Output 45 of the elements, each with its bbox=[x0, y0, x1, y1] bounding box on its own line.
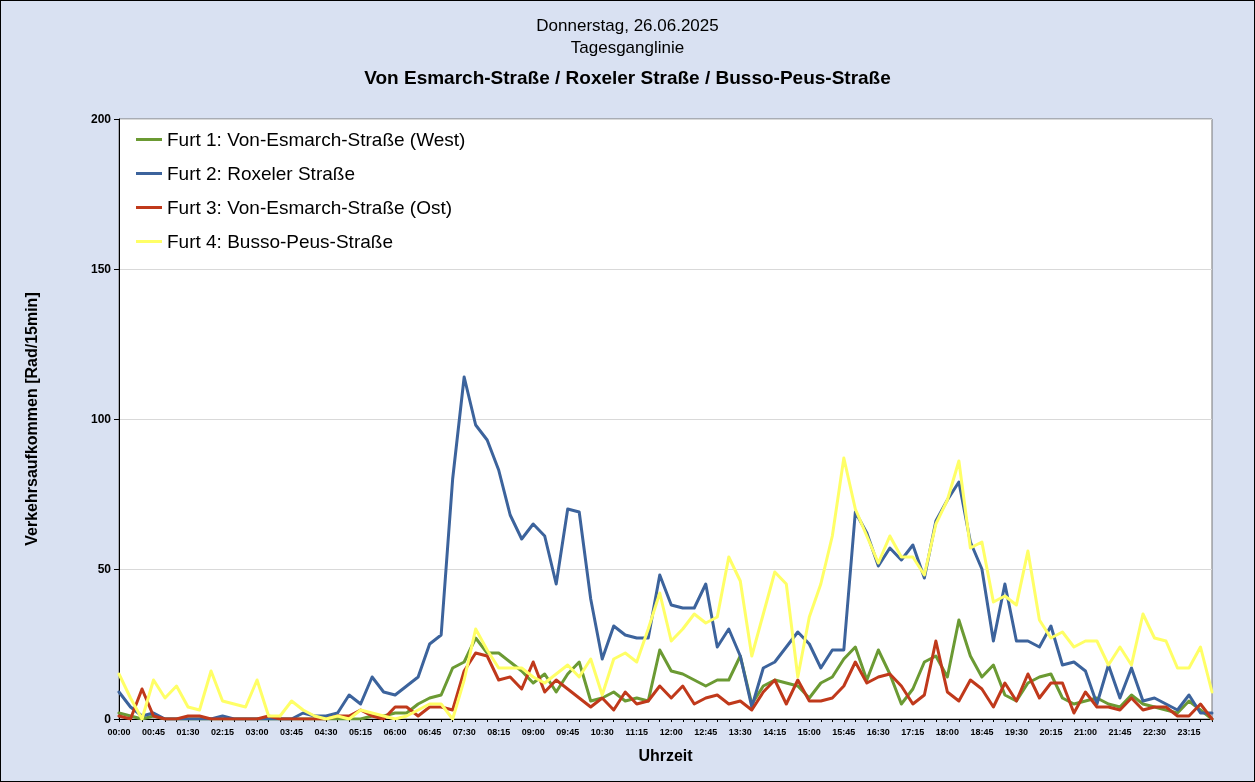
x-axis-title: Uhrzeit bbox=[638, 746, 694, 764]
x-tick-label: 16:30 bbox=[866, 726, 890, 737]
x-tick-label: 23:15 bbox=[1177, 726, 1201, 737]
x-tick-label: 00:00 bbox=[107, 726, 131, 737]
chart-title: Von Esmarch-Straße / Roxeler Straße / Busso-Peus-Straße bbox=[364, 67, 891, 88]
x-tick-label: 12:45 bbox=[694, 726, 718, 737]
x-tick-label: 09:00 bbox=[521, 726, 545, 737]
x-tick-label: 09:45 bbox=[556, 726, 580, 737]
x-tick-label: 15:00 bbox=[797, 726, 821, 737]
legend-label: Furt 3: Von-Esmarch-Straße (Ost) bbox=[167, 197, 453, 218]
x-tick-label: 06:00 bbox=[383, 726, 407, 737]
legend-label: Furt 2: Roxeler Straße bbox=[167, 163, 355, 184]
x-tick-label: 03:00 bbox=[245, 726, 269, 737]
x-tick-label: 13:30 bbox=[728, 726, 752, 737]
x-tick-label: 01:30 bbox=[176, 726, 200, 737]
chart-subtitle: Donnerstag, 26.06.2025 Tagesganglinie bbox=[536, 15, 719, 57]
y-tick-label: 200 bbox=[90, 112, 112, 126]
x-tick-label: 08:15 bbox=[487, 726, 511, 737]
x-tick-label: 18:45 bbox=[970, 726, 994, 737]
y-tick-label: 100 bbox=[90, 412, 112, 426]
x-tick-label: 12:00 bbox=[659, 726, 683, 737]
x-tick-label: 21:45 bbox=[1108, 726, 1132, 737]
x-tick-label: 03:45 bbox=[280, 726, 304, 737]
y-tick-label: 50 bbox=[97, 562, 112, 576]
x-tick-label: 18:00 bbox=[935, 726, 959, 737]
legend-label: Furt 1: Von-Esmarch-Straße (West) bbox=[167, 129, 466, 150]
x-tick-label: 19:30 bbox=[1004, 726, 1028, 737]
x-tick-label: 14:15 bbox=[763, 726, 787, 737]
x-tick-label: 00:45 bbox=[142, 726, 166, 737]
x-tick-label: 21:00 bbox=[1073, 726, 1097, 737]
legend-label: Furt 4: Busso-Peus-Straße bbox=[167, 231, 393, 252]
y-tick-label: 150 bbox=[90, 262, 112, 276]
x-tick-label: 17:15 bbox=[901, 726, 925, 737]
y-tick-label: 0 bbox=[104, 712, 112, 726]
x-tick-label: 05:15 bbox=[349, 726, 373, 737]
x-tick-label: 07:30 bbox=[452, 726, 476, 737]
x-tick-label: 02:15 bbox=[211, 726, 235, 737]
x-tick-label: 10:30 bbox=[590, 726, 614, 737]
x-tick-label: 20:15 bbox=[1039, 726, 1063, 737]
x-tick-label: 11:15 bbox=[625, 726, 648, 737]
y-axis-title: Verkehrsaufkommen [Rad/15min] bbox=[22, 292, 40, 546]
x-tick-label: 06:45 bbox=[418, 726, 442, 737]
x-tick-label: 15:45 bbox=[832, 726, 856, 737]
x-tick-label: 04:30 bbox=[314, 726, 338, 737]
x-tick-label: 22:30 bbox=[1142, 726, 1166, 737]
